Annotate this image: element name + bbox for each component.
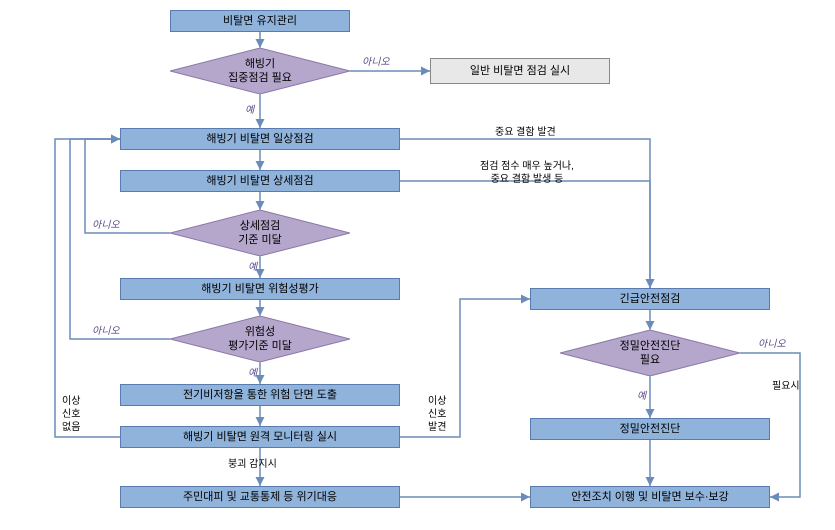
node-label: 해빙기 비탈면 원격 모니터링 실시 (183, 430, 337, 444)
node-label: 비탈면 유지관리 (223, 14, 297, 28)
node-label: 정밀안전진단 필요 (620, 339, 681, 368)
label-l_yes4: 예 (637, 390, 646, 403)
node-label: 해빙기 비탈면 상세점검 (206, 174, 313, 188)
node-label: 주민대피 및 교통통제 등 위기대응 (183, 490, 337, 504)
node-label: 정밀안전진단 (620, 422, 681, 436)
node-d4: 정밀안전진단 필요 (560, 330, 740, 376)
node-label: 긴급안전점검 (620, 292, 681, 306)
node-n10: 안전조치 이행 및 비탈면 보수·보강 (530, 486, 770, 508)
node-n6: 해빙기 비탈면 원격 모니터링 실시 (120, 426, 400, 448)
node-label: 위험성 평가기준 미달 (228, 325, 292, 354)
edge-n3-n8 (400, 181, 650, 288)
node-label: 해빙기 집중점검 필요 (228, 57, 292, 86)
node-d1: 해빙기 집중점검 필요 (170, 48, 350, 94)
label-l_yes3: 예 (248, 367, 257, 380)
label-l_no1: 아니오 (362, 56, 390, 69)
label-l_yes1: 예 (245, 104, 254, 117)
edges-layer (0, 0, 835, 530)
node-n8: 긴급안전점검 (530, 288, 770, 310)
node-label: 안전조치 이행 및 비탈면 보수·보강 (571, 490, 729, 504)
label-l_found: 이상 신호 발견 (428, 395, 446, 434)
label-l_yes2: 예 (248, 261, 257, 274)
label-l_need: 필요시 (772, 380, 800, 393)
node-n5: 전기비저항을 통한 위험 단면 도출 (120, 384, 400, 406)
node-d3: 위험성 평가기준 미달 (170, 316, 350, 362)
node-n7: 주민대피 및 교통통제 등 위기대응 (120, 486, 400, 508)
label-l_col: 붕괴 감지시 (228, 458, 277, 471)
node-label: 해빙기 비탈면 위험성평가 (201, 282, 318, 296)
label-l_no3: 아니오 (92, 325, 120, 338)
label-l_no4: 아니오 (758, 338, 786, 351)
label-l_sc: 점검 점수 매우 높거나, 중요 결함 발생 등 (480, 160, 574, 186)
node-n3: 해빙기 비탈면 상세점검 (120, 170, 400, 192)
node-label: 상세점검 기준 미달 (238, 219, 282, 248)
node-n9: 정밀안전진단 (530, 418, 770, 440)
node-n4: 해빙기 비탈면 위험성평가 (120, 278, 400, 300)
node-n1: 비탈면 유지관리 (170, 10, 350, 32)
label-l_none: 이상 신호 없음 (62, 395, 80, 434)
node-label: 일반 비탈면 점검 실시 (470, 64, 570, 78)
node-label: 전기비저항을 통한 위험 단면 도출 (183, 388, 337, 402)
edge-d3-n2 (70, 139, 170, 339)
edge-n6-n8 (400, 299, 530, 437)
label-l_imp: 중요 결함 발견 (495, 126, 556, 139)
node-label: 해빙기 비탈면 일상점검 (206, 132, 313, 146)
label-l_no2: 아니오 (92, 219, 120, 232)
node-g1: 일반 비탈면 점검 실시 (430, 58, 610, 84)
node-d2: 상세점검 기준 미달 (170, 210, 350, 256)
edge-n6-n2 (55, 139, 120, 437)
node-n2: 해빙기 비탈면 일상점검 (120, 128, 400, 150)
